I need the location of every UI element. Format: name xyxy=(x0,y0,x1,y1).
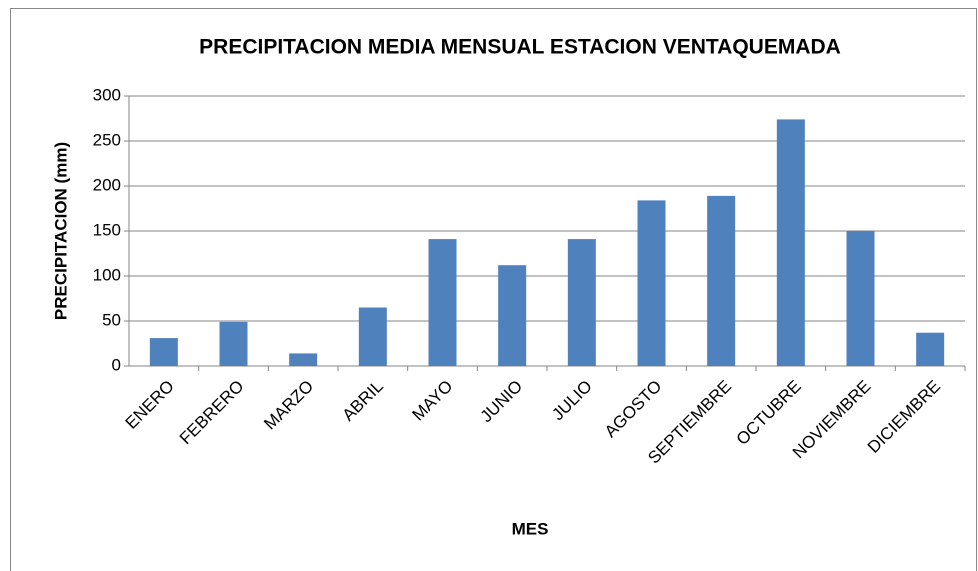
y-tick-label: 300 xyxy=(93,85,121,104)
bar xyxy=(776,119,805,367)
bar xyxy=(289,353,318,366)
bar xyxy=(846,231,875,366)
bar xyxy=(707,195,736,366)
y-tick-label: 100 xyxy=(93,265,121,284)
bar xyxy=(567,239,596,366)
y-tick-label: 50 xyxy=(102,310,121,329)
bar xyxy=(149,338,178,366)
bar xyxy=(916,332,945,366)
y-tick-label: 200 xyxy=(93,175,121,194)
y-tick-label: 150 xyxy=(93,220,121,239)
y-tick-label: 250 xyxy=(93,130,121,149)
y-tick-label: 0 xyxy=(112,355,121,374)
y-axis-title: PRECIPITACION (mm) xyxy=(51,142,70,320)
bar xyxy=(358,307,387,366)
bar xyxy=(219,321,248,366)
bar xyxy=(428,239,457,366)
x-axis-title: MES xyxy=(512,519,549,538)
chart-border xyxy=(10,8,977,571)
bar xyxy=(637,200,666,366)
bar xyxy=(498,265,527,366)
chart-title: PRECIPITACION MEDIA MENSUAL ESTACION VEN… xyxy=(199,36,841,59)
